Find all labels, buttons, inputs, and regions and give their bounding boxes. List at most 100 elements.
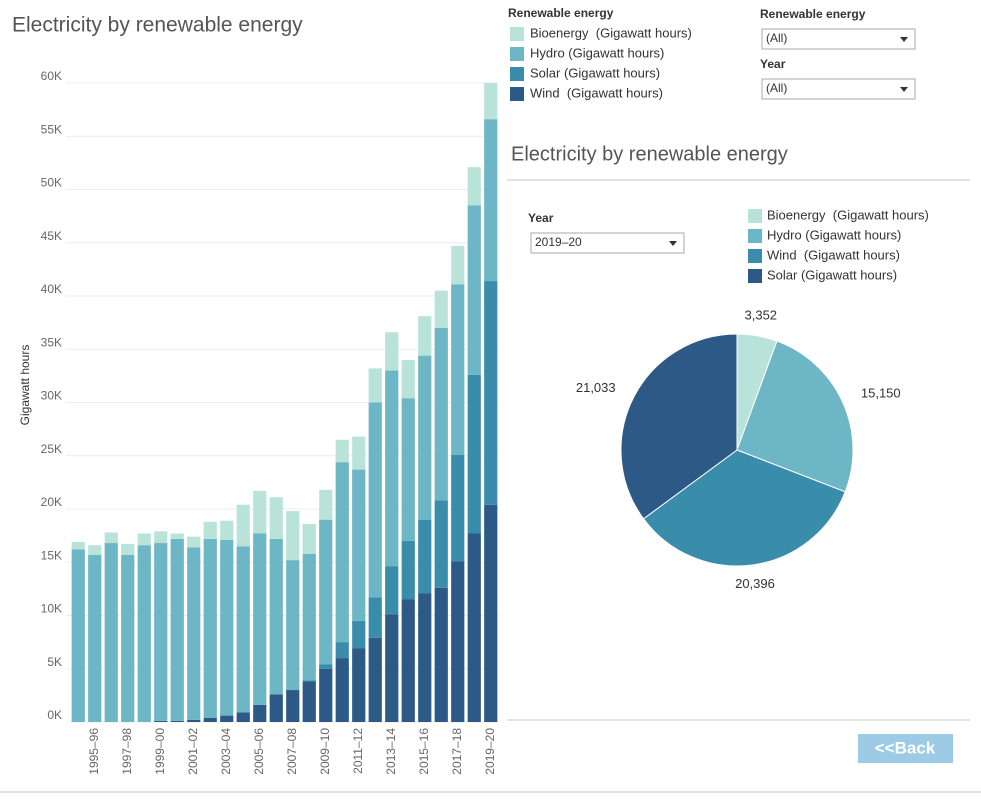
x-tick-label: 2001–02 <box>186 728 200 775</box>
bar-segment <box>451 245 465 285</box>
bar-segment <box>253 490 267 534</box>
chart-title: Electricity by renewable energy <box>12 14 303 37</box>
bar-segment <box>335 462 349 643</box>
bar-segment <box>484 119 498 282</box>
x-tick-label: 2017–18 <box>450 728 464 775</box>
bar-segment <box>451 454 465 562</box>
pie-slice <box>736 340 854 493</box>
bar-segment <box>220 539 234 716</box>
bar-segment <box>71 542 85 550</box>
x-tick-label: 2013–14 <box>384 728 398 775</box>
dropdown[interactable] <box>530 232 685 254</box>
dropdown-arrow[interactable] <box>900 87 908 92</box>
y-tick-label: 0K <box>47 708 62 722</box>
x-tick-label: 2015–16 <box>417 728 431 775</box>
bar-segment <box>401 540 415 600</box>
bar-segment <box>368 597 382 638</box>
legend-swatch <box>748 229 762 243</box>
bar-segment <box>154 531 168 544</box>
bar-segment <box>401 398 415 541</box>
bar-segment <box>401 359 415 399</box>
y-tick-label: 15K <box>41 548 62 562</box>
back-button-label[interactable]: <<Back <box>875 738 936 757</box>
legend-label: Solar (Gigawatt hours) <box>530 65 660 80</box>
y-tick-label: 35K <box>41 335 62 349</box>
legend-swatch <box>510 27 524 41</box>
legend-title: Renewable energy <box>508 6 614 20</box>
y-tick-label: 60K <box>41 69 62 83</box>
x-tick-label: 2019–20 <box>483 728 497 775</box>
legend-label: Wind (Gigawatt hours) <box>767 247 900 262</box>
bar-segment <box>286 690 300 722</box>
bar-segment <box>352 620 366 649</box>
bar-segment <box>137 533 151 546</box>
bar-segment <box>220 715 234 722</box>
bar-segment <box>385 566 399 615</box>
bar-segment <box>484 281 498 505</box>
bar-segment <box>302 523 316 554</box>
bar-segment <box>88 545 102 555</box>
legend-label: Wind (Gigawatt hours) <box>530 85 663 100</box>
bar-segment <box>385 332 399 371</box>
bar-segment <box>269 497 283 539</box>
y-tick-label: 30K <box>41 389 62 403</box>
bar-segment <box>170 538 184 721</box>
dropdown[interactable] <box>761 28 916 50</box>
back-button[interactable] <box>858 734 953 763</box>
bar-segment <box>368 637 382 722</box>
x-tick-label: 2009–10 <box>318 728 332 775</box>
bar-segment <box>319 664 333 669</box>
bar-segment <box>170 533 184 539</box>
bar-segment <box>253 704 267 722</box>
y-tick-label: 55K <box>41 122 62 136</box>
bar-segment <box>385 614 399 722</box>
dropdown-arrow[interactable] <box>669 241 677 246</box>
y-tick-label: 45K <box>41 229 62 243</box>
y-tick-label: 25K <box>41 442 62 456</box>
bar-segment <box>484 82 498 120</box>
bar-segment <box>269 694 283 722</box>
bar-segment <box>88 554 102 722</box>
legend-swatch <box>748 269 762 283</box>
bar-segment <box>203 717 217 722</box>
bar-segment <box>220 520 234 540</box>
y-tick-label: 40K <box>41 282 62 296</box>
bar-segment <box>385 370 399 567</box>
y-tick-label: 50K <box>41 176 62 190</box>
bar-segment <box>170 720 184 722</box>
bar-segment <box>418 316 432 356</box>
pie-slice <box>642 449 846 567</box>
y-tick-label: 10K <box>41 602 62 616</box>
bar-segment <box>269 538 283 695</box>
bar-segment <box>302 553 316 681</box>
x-tick-label: 1995–96 <box>87 728 101 775</box>
dropdown-value[interactable]: (All) <box>766 31 787 45</box>
bar-segment <box>154 543 168 721</box>
bar-segment <box>335 658 349 722</box>
dropdown-arrow[interactable] <box>900 37 908 42</box>
bar-segment <box>104 543 118 722</box>
bar-segment <box>434 327 448 501</box>
bar-segment <box>187 536 201 548</box>
bar-segment <box>319 668 333 722</box>
data-label: 15,150 <box>861 385 901 400</box>
bar-segment <box>451 284 465 455</box>
bar-segment <box>335 642 349 659</box>
x-tick-label: 2011–12 <box>351 728 365 774</box>
legend-swatch <box>510 67 524 81</box>
bar-segment <box>302 680 316 682</box>
dropdown[interactable] <box>761 78 916 100</box>
bar-segment <box>418 355 432 520</box>
dropdown-value[interactable]: (All) <box>766 81 787 95</box>
filter-label: Year <box>760 57 786 71</box>
bar-segment <box>236 712 250 722</box>
bar-segment <box>434 500 448 588</box>
bar-segment <box>434 290 448 328</box>
legend-label: Hydro (Gigawatt hours) <box>767 227 901 242</box>
x-tick-label: 1999–00 <box>153 728 167 775</box>
bar-segment <box>352 436 366 470</box>
y-axis-label: Gigawatt hours <box>18 345 32 426</box>
data-label: 21,033 <box>576 380 616 395</box>
dropdown-value[interactable]: 2019–20 <box>535 235 582 249</box>
bar-segment <box>484 504 498 722</box>
